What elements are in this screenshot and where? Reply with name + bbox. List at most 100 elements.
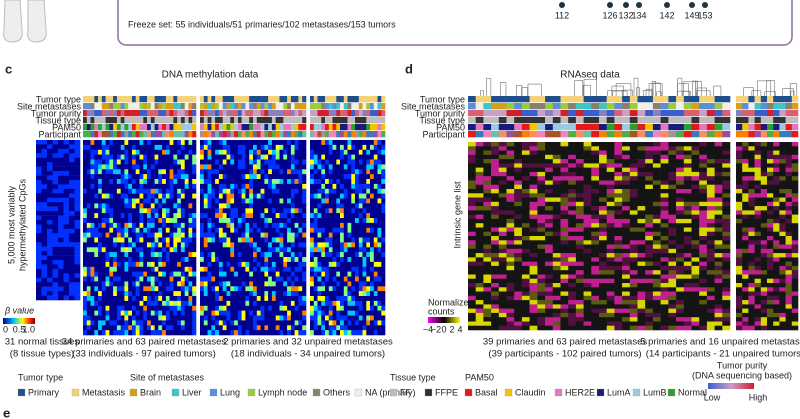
heat-cell <box>203 310 208 316</box>
heat-cell <box>325 179 329 185</box>
annotation-cell <box>560 124 569 131</box>
heat-cell <box>381 242 386 248</box>
annotation-cell <box>83 117 88 124</box>
heat-cell <box>226 149 231 155</box>
heat-cell <box>94 237 99 243</box>
heat-cell <box>226 144 231 151</box>
heat-cell <box>245 276 250 282</box>
heat-cell <box>362 291 367 297</box>
heat-cell <box>599 189 607 194</box>
heat-cell <box>120 242 125 248</box>
heat-cell <box>606 159 615 164</box>
heat-cell <box>124 271 129 277</box>
heat-cell <box>109 266 114 272</box>
heat-cell <box>321 237 326 243</box>
heat-cell <box>381 271 386 277</box>
annotation-cell <box>645 117 654 124</box>
heat-cell <box>143 188 148 194</box>
heat-cell <box>340 281 344 287</box>
heat-cell <box>498 146 507 151</box>
heat-cell <box>290 208 295 214</box>
heat-cell <box>177 154 182 160</box>
heat-cell <box>506 150 515 156</box>
heat-cell <box>147 159 152 165</box>
annotation-tracks <box>310 96 386 138</box>
heat-cell <box>370 227 374 233</box>
heat-cell <box>150 276 155 282</box>
heat-cell <box>154 159 159 165</box>
heat-cell <box>154 188 159 194</box>
annotation-cell <box>599 117 607 124</box>
heat-cell <box>310 291 314 297</box>
heat-cell <box>347 296 352 302</box>
heat-cell <box>109 252 114 258</box>
heat-cell <box>86 315 91 321</box>
heat-cell <box>506 317 515 322</box>
annotation-cell <box>109 110 114 117</box>
heat-cell <box>583 163 592 168</box>
annotation-cell <box>336 124 341 131</box>
heat-cell <box>529 304 538 309</box>
heat-cell <box>475 163 484 168</box>
heat-cell <box>351 257 356 263</box>
heat-cell <box>537 265 546 271</box>
annotation-cell <box>362 124 367 131</box>
heat-cell <box>116 330 121 336</box>
heat-cell <box>162 222 167 229</box>
heat-cell <box>575 163 584 168</box>
heat-cell <box>483 270 492 275</box>
heat-cell <box>529 253 538 258</box>
heat-cell <box>113 164 118 170</box>
heat-cell <box>377 188 382 194</box>
heat-cell <box>506 312 515 318</box>
heat-cell <box>362 174 367 180</box>
heat-cell <box>290 271 295 277</box>
heat-cell <box>47 140 53 145</box>
annotation-cell <box>483 131 492 138</box>
heat-cell <box>373 213 378 219</box>
heat-cell <box>207 218 212 224</box>
annotation-cell <box>343 110 348 117</box>
heat-cell <box>545 236 554 241</box>
heat-cell <box>583 210 592 215</box>
heat-cell <box>537 180 546 186</box>
heat-cell <box>321 320 326 326</box>
heat-cell <box>169 159 174 165</box>
heat-cell <box>128 276 133 282</box>
heat-cell <box>373 320 378 326</box>
heat-cell <box>109 315 114 321</box>
heat-cell <box>283 222 288 229</box>
heat-cell <box>575 176 584 181</box>
heat-cell <box>135 140 140 146</box>
heat-cell <box>362 281 367 287</box>
heat-cell <box>215 222 220 229</box>
heat-cell <box>575 261 584 267</box>
heat-cell <box>529 248 538 254</box>
heat-cell <box>180 271 185 277</box>
annotation-cell <box>173 131 178 138</box>
heat-cell <box>132 179 137 185</box>
heat-cell <box>362 140 367 146</box>
heat-cell <box>483 231 492 237</box>
heat-cell <box>86 276 91 282</box>
heat-cell <box>355 276 359 282</box>
annotation-cell <box>310 110 314 117</box>
annotation-cell <box>370 96 374 103</box>
heat-cell <box>351 227 356 233</box>
heat-cell <box>591 253 600 258</box>
heat-cell <box>381 188 386 194</box>
heat-cell <box>109 183 114 190</box>
heat-cell <box>222 232 227 238</box>
heat-cell <box>120 222 125 229</box>
heat-cell <box>249 266 254 272</box>
heat-cell <box>373 237 378 243</box>
heat-cell <box>537 176 546 181</box>
heat-cell <box>188 300 193 307</box>
heat-cell <box>207 140 212 146</box>
heat-cell <box>328 281 333 287</box>
heat-cell <box>475 193 484 198</box>
heat-cell <box>245 247 250 253</box>
heat-cell <box>366 188 371 194</box>
annotation-cell <box>545 131 554 138</box>
heat-cell <box>521 257 530 262</box>
